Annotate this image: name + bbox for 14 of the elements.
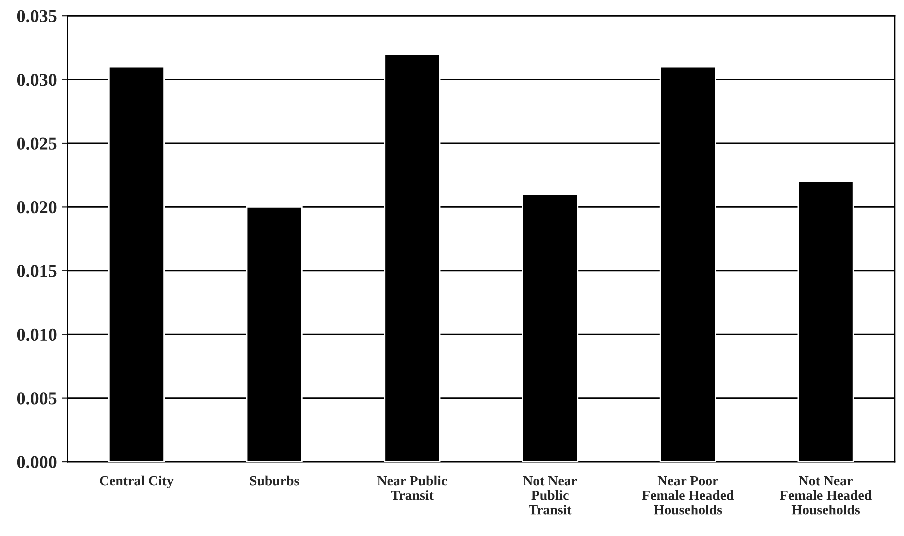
y-tick-label: 0.030 (17, 74, 57, 86)
y-tick-label: 0.025 (17, 138, 57, 150)
y-tick-label: 0.005 (17, 392, 57, 405)
x-tick-label: Near Public Transit (378, 476, 448, 500)
y-tick-label: 0.000 (17, 456, 57, 469)
x-tick-label: Not Near Female Headed Households (780, 476, 872, 515)
y-tick-label: 0.015 (17, 265, 57, 278)
y-tick-label: 0.035 (17, 10, 57, 23)
x-tick-label: Suburbs (250, 476, 300, 486)
y-tick-label: 0.010 (17, 328, 57, 342)
x-tick-label: Near Poor Female Headed Households (642, 476, 734, 515)
x-tick-label: Not Near Public Transit (523, 476, 578, 515)
x-tick-label: Central City (100, 476, 174, 489)
y-tick-label: 0.020 (17, 201, 57, 214)
